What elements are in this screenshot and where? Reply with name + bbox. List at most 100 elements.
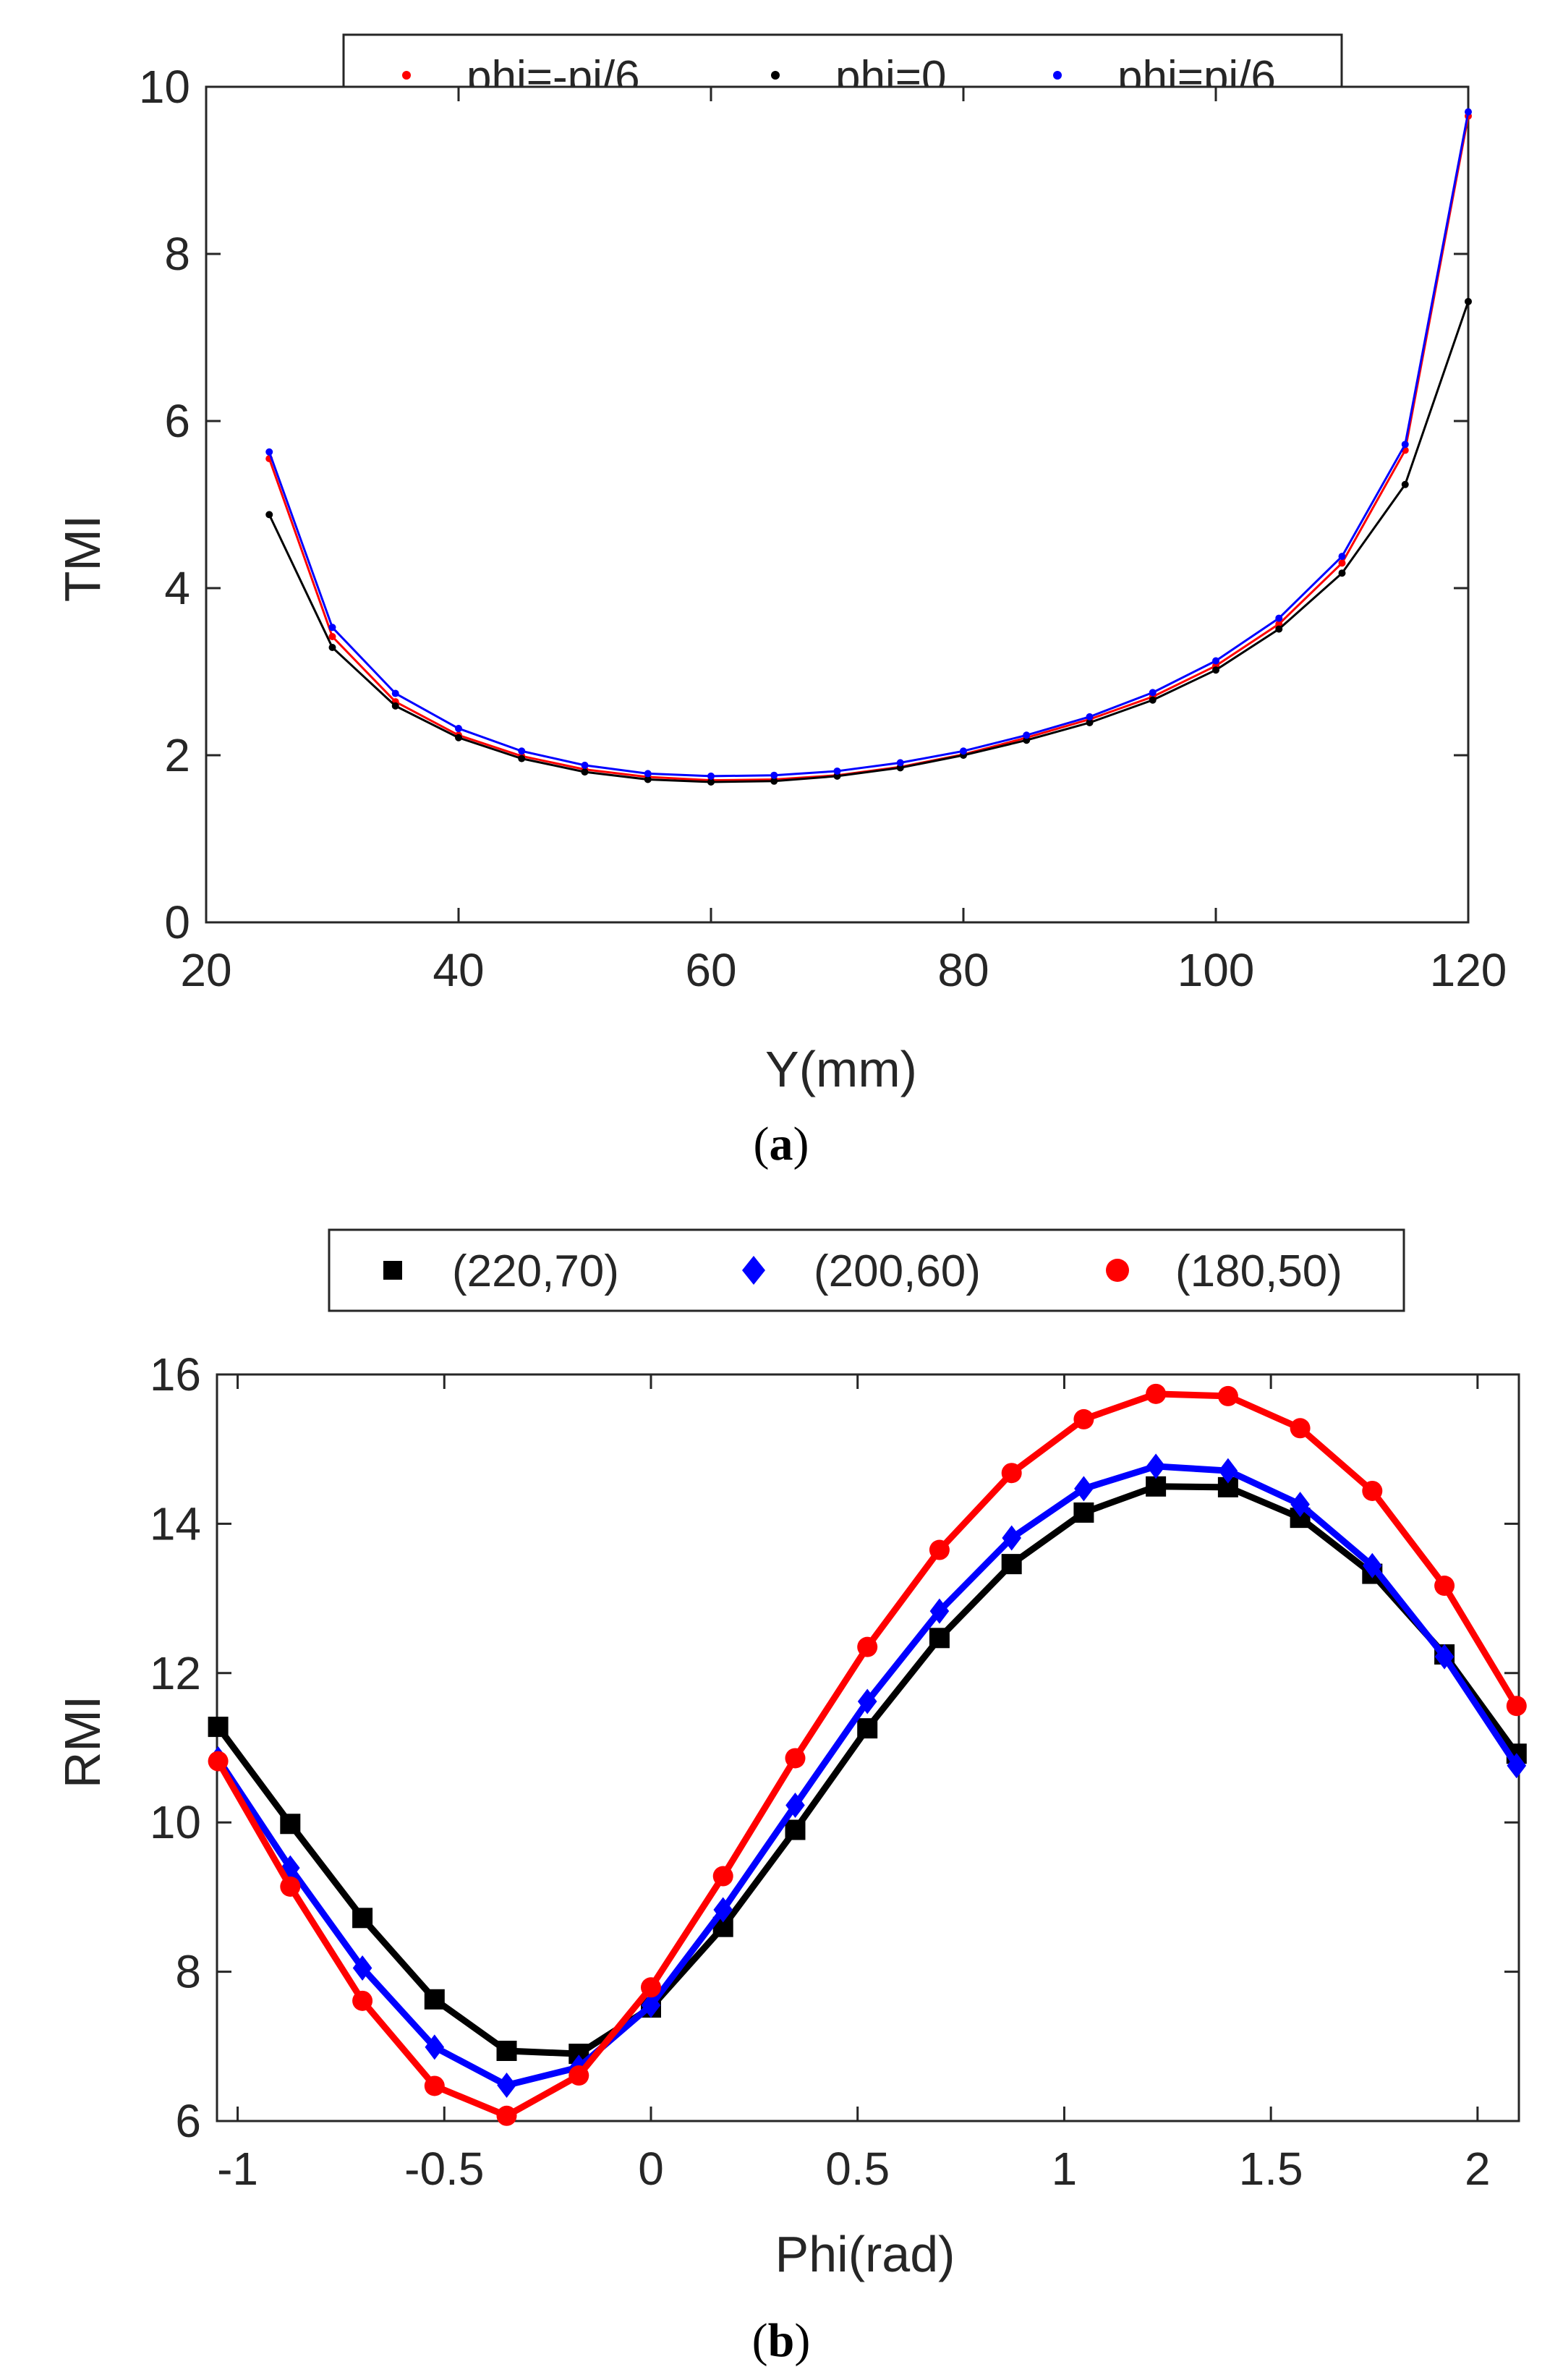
chart-b-series-1-point-18 [1507, 1753, 1527, 1779]
chart-b-series-2-point-18 [1506, 1696, 1527, 1717]
chart-a-ytick-label-4: 8 [164, 228, 190, 280]
chart-b-series-0-point-11 [1001, 1554, 1022, 1575]
chart-a-series-2-point-3 [455, 725, 462, 733]
chart-a-ytick-label-2: 4 [164, 562, 190, 614]
chart-a-series-2-point-16 [1275, 614, 1283, 622]
chart-b-series-2-point-11 [1001, 1463, 1022, 1484]
chart-b-ytick-label-5: 16 [150, 1348, 201, 1401]
chart-a-series-1-point-2 [391, 702, 399, 710]
chart-b-series-0-point-12 [1073, 1502, 1094, 1523]
chart-a-series-1-point-16 [1275, 625, 1283, 633]
chart-a-series-1-point-14 [1149, 696, 1157, 704]
chart-a-series-1-point-9 [833, 772, 841, 780]
chart-a-series-1-point-18 [1401, 480, 1409, 488]
chart-b-series-0-point-13 [1146, 1476, 1167, 1497]
chart-a-ytick-label-5: 10 [139, 61, 190, 113]
chart-b-legend-label-2: (180,50) [1175, 1246, 1342, 1296]
chart-a-series-1-point-17 [1338, 569, 1346, 577]
chart-b-series-2-point-13 [1146, 1383, 1167, 1404]
chart-a-series-2-point-4 [518, 747, 526, 755]
chart-b-series-1-point-2 [352, 1955, 372, 1981]
chart-b-ytick-label-2: 10 [150, 1796, 201, 1848]
chart-b-series-0-point-1 [280, 1814, 301, 1835]
chart-b-series-1-point-1 [281, 1855, 300, 1881]
chart-a-series-2-point-12 [1023, 731, 1031, 739]
chart-b-series-2-point-10 [929, 1539, 950, 1560]
chart-b-series-2-point-2 [352, 1990, 373, 2011]
chart-a-legend-marker-1 [771, 71, 780, 80]
chart-b-series-1-point-14 [1218, 1458, 1238, 1484]
chart-a-series-1-point-5 [581, 768, 589, 776]
chart-a-series-2-point-10 [896, 759, 904, 767]
chart-a-series-2-point-18 [1401, 441, 1409, 449]
chart-a-series-1-point-19 [1465, 297, 1472, 305]
chart-b-xtick-label-5: 1.5 [1239, 2143, 1303, 2195]
chart-a-legend-marker-2 [1053, 71, 1062, 80]
chart-b-series-0-point-4 [496, 2040, 517, 2061]
chart-a-series-1-line [268, 301, 1470, 783]
chart-b-series-1-point-15 [1290, 1492, 1310, 1518]
chart-b-legend-label-0: (220,70) [452, 1246, 619, 1296]
chart-a-series-1-point-12 [1023, 736, 1031, 744]
chart-b-ytick-label-1: 8 [175, 1946, 201, 1998]
chart-a-series-2-point-11 [960, 747, 967, 755]
chart-b-xtick-label-3: 0.5 [825, 2143, 890, 2195]
chart-b-caption-letter: b [768, 2314, 795, 2367]
chart-b-xtick-label-6: 2 [1465, 2143, 1491, 2195]
chart-b-series-2-point-14 [1217, 1385, 1238, 1406]
chart-b-ytick-label-0: 6 [175, 2095, 201, 2147]
chart-b-xtick-label-1: -0.5 [404, 2143, 484, 2195]
chart-b-xtick-label-2: 0 [638, 2143, 664, 2195]
chart-b-legend-marker-2 [1106, 1259, 1129, 1282]
chart-b-ylabel: RMI [54, 1696, 111, 1788]
chart-a-series-2-point-7 [707, 772, 715, 780]
chart-b: (220,70) (200,60) (180,50) -1 -0.5 0 0.5 1 1.… [54, 1228, 1527, 2367]
chart-b-series-1-point-13 [1146, 1453, 1166, 1479]
chart-a-series-2-line [268, 111, 1470, 778]
chart-a-legend-marker-0 [402, 71, 411, 80]
chart-a-series-0-point-1 [328, 632, 336, 640]
chart-b-series-1-point-9 [857, 1688, 877, 1714]
chart-a-series-1-point-0 [265, 511, 273, 519]
chart-b-series-1-point-4 [497, 2072, 516, 2098]
chart-a-series-1-point-1 [328, 644, 336, 652]
chart-a-xtick-label-4: 100 [1177, 944, 1255, 996]
chart-b-series-1-point-3 [425, 2034, 445, 2060]
chart-b-xlabel: Phi(rad) [775, 2226, 955, 2282]
chart-b-series-2-point-1 [280, 1876, 301, 1897]
chart-a-series-2-point-1 [328, 624, 336, 632]
chart-b-series-1-point-17 [1434, 1644, 1455, 1670]
chart-a-series-2-point-19 [1465, 108, 1472, 116]
chart-a-caption: (a) [754, 1118, 809, 1170]
chart-a: phi=-pi/6 phi=0 phi=pi/6 20 40 60 80 100 1200… [54, 33, 1507, 1170]
chart-a-ytick-label-1: 2 [164, 729, 190, 781]
chart-b-series-2-point-3 [424, 2075, 445, 2096]
chart-a-series-0-point-16 [1275, 620, 1283, 628]
chart-b-series-1-point-8 [785, 1792, 805, 1818]
chart-b-series-2-point-0 [208, 1751, 229, 1772]
chart-b-legend-marker-0 [383, 1261, 402, 1280]
chart-a-series-1-point-10 [896, 764, 904, 772]
chart-b-series-2-point-6 [641, 1977, 661, 1998]
chart-a-series-1-point-4 [518, 755, 526, 762]
chart-a-xlabel: Y(mm) [765, 1041, 917, 1097]
chart-b-series-2-point-5 [568, 2065, 589, 2086]
chart-a-ytick-label-0: 0 [164, 896, 190, 948]
chart-b-series-0-point-3 [424, 1989, 445, 2010]
chart-a-caption-letter: a [770, 1118, 793, 1170]
chart-a-series-1-point-8 [770, 777, 778, 785]
chart-b-series-2-point-9 [857, 1636, 878, 1657]
chart-b-series-0-point-0 [208, 1717, 229, 1738]
chart-b-plot: -1 -0.5 0 0.5 1 1.5 2 6 8 10 12 14 16 [150, 1348, 1527, 2195]
chart-b-ytick-label-4: 14 [150, 1497, 201, 1550]
chart-a-xtick-label-3: 80 [937, 944, 989, 996]
chart-b-caption: (b) [752, 2314, 811, 2367]
chart-a-series-2-point-13 [1086, 713, 1094, 721]
chart-b-legend-marker-1 [742, 1256, 765, 1285]
chart-a-series-1-point-13 [1086, 718, 1094, 726]
chart-b-ytick-label-3: 12 [150, 1647, 201, 1699]
chart-b-series-2-point-12 [1073, 1408, 1094, 1429]
chart-b-series-1-point-12 [1074, 1476, 1094, 1502]
chart-a-series-1-point-3 [455, 734, 462, 741]
